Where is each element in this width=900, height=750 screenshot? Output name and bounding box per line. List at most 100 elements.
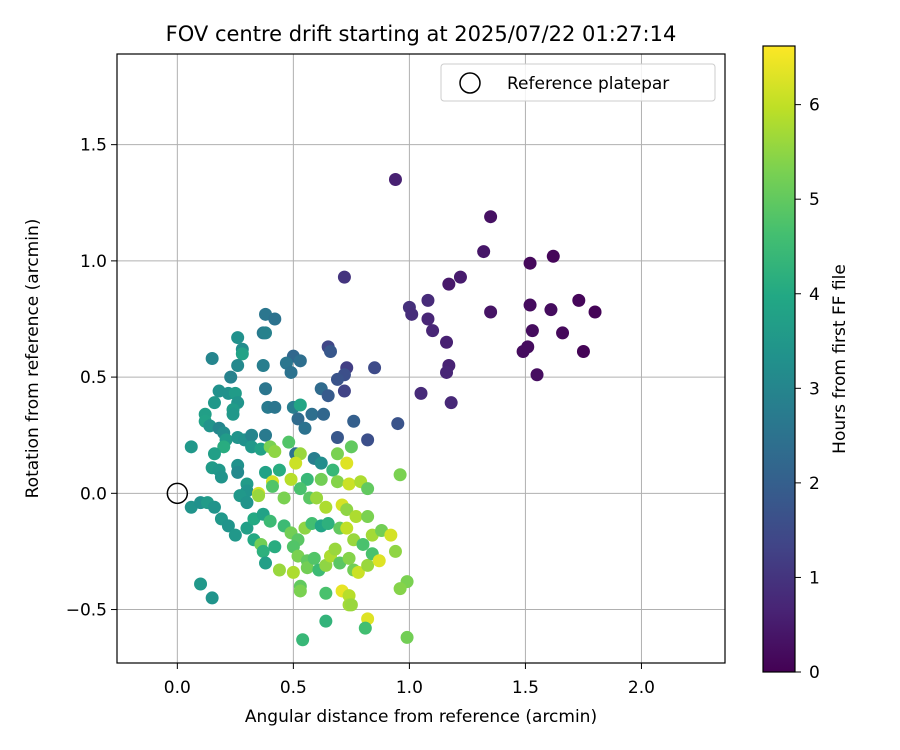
- data-point: [214, 470, 228, 484]
- data-point: [351, 565, 365, 579]
- data-point: [282, 435, 296, 449]
- data-point: [400, 630, 414, 644]
- data-point: [259, 326, 273, 340]
- data-point: [361, 510, 375, 524]
- data-point: [272, 463, 286, 477]
- data-point: [268, 312, 282, 326]
- data-point: [546, 249, 560, 263]
- data-point: [340, 521, 354, 535]
- data-point: [293, 482, 307, 496]
- data-point: [231, 465, 245, 479]
- data-point: [319, 500, 333, 514]
- data-point: [240, 521, 254, 535]
- x-tick-label: 0.5: [280, 678, 307, 698]
- data-point: [256, 358, 270, 372]
- y-tick-label: 0.5: [80, 368, 107, 388]
- data-point: [298, 421, 312, 435]
- data-point: [421, 312, 435, 326]
- data-point: [268, 400, 282, 414]
- chart-title: FOV centre drift starting at 2025/07/22 …: [166, 22, 677, 46]
- data-point: [314, 456, 328, 470]
- data-point: [293, 354, 307, 368]
- data-point: [310, 491, 324, 505]
- data-point: [440, 365, 454, 379]
- data-point: [317, 407, 331, 421]
- data-point: [330, 475, 344, 489]
- data-point: [221, 519, 235, 533]
- colorbar-ticks: 0 1 2 3 4 5 6: [795, 96, 820, 683]
- data-point: [326, 463, 340, 477]
- data-point: [268, 540, 282, 554]
- data-point: [284, 472, 298, 486]
- data-point: [388, 544, 402, 558]
- data-point: [442, 277, 456, 291]
- data-point: [259, 556, 273, 570]
- data-point: [321, 517, 335, 531]
- data-point: [319, 586, 333, 600]
- data-point: [277, 491, 291, 505]
- data-point: [484, 305, 498, 319]
- data-point: [272, 563, 286, 577]
- data-point: [259, 382, 273, 396]
- axes-frame: [116, 53, 726, 664]
- data-point: [224, 370, 238, 384]
- y-axis-label: Rotation from reference (arcmin): [23, 219, 43, 499]
- data-point: [207, 396, 221, 410]
- colorbar-gradient: [763, 46, 795, 672]
- data-point: [240, 496, 254, 510]
- data-point: [252, 489, 266, 503]
- data-point: [340, 503, 354, 517]
- colorbar-tick-label: 3: [809, 379, 820, 399]
- data-point: [391, 417, 405, 431]
- data-point: [361, 433, 375, 447]
- data-point: [205, 591, 219, 605]
- data-point: [453, 270, 467, 284]
- y-tick-label: 1.0: [80, 252, 107, 272]
- colorbar-tick-label: 0: [809, 663, 820, 683]
- data-point: [530, 368, 544, 382]
- x-tick-label: 1.5: [512, 678, 539, 698]
- data-point: [344, 598, 358, 612]
- data-points: [184, 173, 602, 647]
- legend: Reference platepar: [440, 63, 716, 102]
- data-point: [349, 510, 363, 524]
- data-point: [194, 577, 208, 591]
- data-point: [231, 331, 245, 345]
- data-point: [235, 347, 249, 361]
- data-point: [207, 447, 221, 461]
- data-point: [342, 477, 356, 491]
- data-point: [328, 542, 342, 556]
- data-point: [228, 528, 242, 542]
- data-point: [268, 444, 282, 458]
- data-point: [347, 414, 361, 428]
- x-tick-label: 2.0: [628, 678, 655, 698]
- data-point: [484, 210, 498, 224]
- data-point: [356, 537, 370, 551]
- data-point: [393, 468, 407, 482]
- y-tick-label: −0.5: [66, 601, 107, 621]
- data-point: [588, 305, 602, 319]
- data-point: [284, 365, 298, 379]
- colorbar-label: Hours from first FF file: [830, 264, 850, 454]
- data-point: [289, 456, 303, 470]
- data-point: [245, 428, 259, 442]
- y-axis-ticks: −0.5 0.0 0.5 1.0 1.5: [66, 136, 117, 621]
- data-point: [337, 384, 351, 398]
- colorbar: 0 1 2 3 4 5 6 Hours from first FF file: [762, 45, 850, 683]
- data-point: [521, 340, 535, 354]
- data-point: [184, 440, 198, 454]
- legend-marker-icon: [459, 72, 481, 94]
- data-point: [259, 465, 273, 479]
- colorbar-tick-label: 1: [809, 568, 820, 588]
- data-point: [572, 293, 586, 307]
- x-axis-ticks: 0.0 0.5 1.0 1.5 2.0: [164, 663, 655, 698]
- data-point: [319, 614, 333, 628]
- data-point: [361, 482, 375, 496]
- data-point: [207, 500, 221, 514]
- data-point: [523, 298, 537, 312]
- data-point: [256, 544, 270, 558]
- data-point: [293, 584, 307, 598]
- data-point: [414, 386, 428, 400]
- data-point: [426, 324, 440, 338]
